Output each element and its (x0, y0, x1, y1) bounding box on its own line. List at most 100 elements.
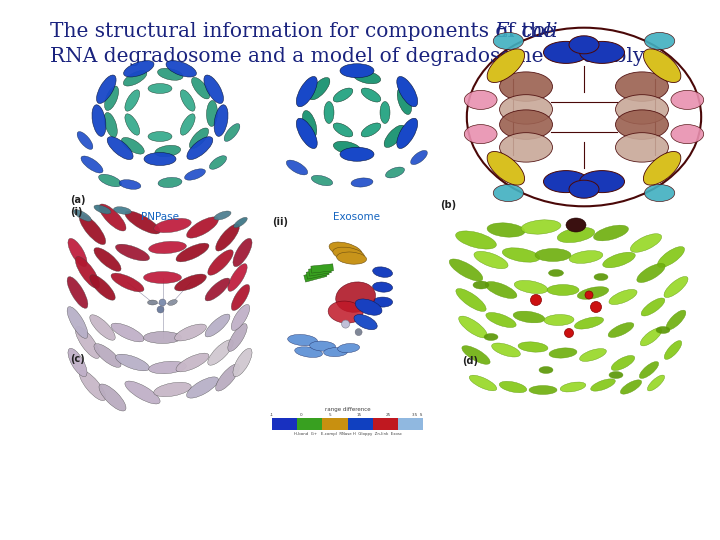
Ellipse shape (397, 77, 418, 107)
Ellipse shape (657, 247, 685, 267)
Ellipse shape (297, 118, 318, 149)
Ellipse shape (671, 125, 703, 144)
Ellipse shape (148, 132, 172, 141)
Ellipse shape (104, 86, 119, 111)
Ellipse shape (96, 75, 116, 104)
Ellipse shape (361, 88, 381, 102)
Circle shape (341, 320, 350, 328)
Circle shape (585, 291, 593, 299)
Ellipse shape (94, 343, 121, 367)
Ellipse shape (647, 375, 665, 391)
Ellipse shape (464, 90, 497, 110)
Ellipse shape (644, 32, 675, 50)
Ellipse shape (575, 317, 603, 329)
Ellipse shape (503, 248, 540, 262)
Ellipse shape (119, 180, 141, 190)
Ellipse shape (324, 102, 334, 124)
Ellipse shape (569, 251, 603, 264)
Ellipse shape (231, 285, 250, 310)
Ellipse shape (639, 362, 659, 379)
Ellipse shape (231, 305, 250, 330)
Ellipse shape (158, 68, 183, 80)
Bar (306, 268, 329, 279)
Ellipse shape (214, 105, 228, 137)
Ellipse shape (486, 313, 516, 328)
Ellipse shape (176, 243, 209, 262)
Ellipse shape (154, 218, 192, 233)
Ellipse shape (666, 310, 686, 330)
Ellipse shape (337, 252, 366, 264)
Ellipse shape (111, 323, 144, 342)
Ellipse shape (487, 152, 525, 185)
Ellipse shape (123, 70, 147, 86)
Ellipse shape (397, 87, 412, 114)
Ellipse shape (205, 314, 230, 337)
Ellipse shape (125, 90, 140, 111)
Ellipse shape (148, 241, 186, 254)
Ellipse shape (122, 138, 144, 154)
Ellipse shape (642, 298, 665, 316)
Ellipse shape (168, 300, 177, 306)
Ellipse shape (569, 180, 599, 198)
Ellipse shape (228, 323, 247, 352)
Ellipse shape (336, 282, 375, 312)
Ellipse shape (115, 354, 150, 371)
Ellipse shape (644, 185, 675, 201)
Ellipse shape (154, 382, 192, 397)
Ellipse shape (354, 314, 377, 330)
Ellipse shape (544, 42, 588, 63)
Ellipse shape (487, 49, 525, 83)
Ellipse shape (456, 288, 486, 312)
Ellipse shape (94, 248, 121, 272)
Ellipse shape (385, 167, 405, 178)
Ellipse shape (535, 248, 571, 261)
Ellipse shape (302, 111, 317, 137)
Ellipse shape (323, 348, 348, 356)
Bar (304, 269, 327, 282)
Ellipse shape (174, 324, 207, 341)
Ellipse shape (580, 42, 624, 63)
Ellipse shape (234, 217, 247, 228)
Ellipse shape (288, 334, 318, 346)
Ellipse shape (124, 60, 154, 77)
Ellipse shape (384, 125, 405, 147)
Ellipse shape (186, 377, 218, 398)
Ellipse shape (630, 234, 662, 252)
Ellipse shape (67, 276, 88, 308)
Ellipse shape (566, 218, 586, 232)
Ellipse shape (77, 132, 93, 150)
Ellipse shape (214, 211, 231, 220)
Ellipse shape (644, 152, 681, 185)
Bar (308, 266, 331, 276)
Ellipse shape (355, 299, 382, 315)
Text: (a): (a) (70, 195, 86, 205)
Bar (373, 418, 398, 430)
Ellipse shape (464, 125, 497, 144)
Ellipse shape (547, 285, 579, 295)
Ellipse shape (549, 348, 577, 358)
Ellipse shape (473, 281, 489, 289)
Ellipse shape (208, 340, 233, 365)
Ellipse shape (68, 238, 87, 267)
Ellipse shape (114, 207, 131, 214)
Circle shape (564, 328, 574, 338)
Ellipse shape (544, 314, 574, 326)
Ellipse shape (125, 211, 160, 234)
Text: H-bond  G+   E-compl  RNase H  Gloppy  Zn-link  Exosc: H-bond G+ E-compl RNase H Gloppy Zn-link… (294, 432, 402, 436)
Ellipse shape (187, 137, 213, 159)
Ellipse shape (500, 133, 552, 162)
Ellipse shape (616, 72, 668, 102)
Ellipse shape (184, 169, 205, 180)
Text: range difference: range difference (325, 407, 370, 412)
Ellipse shape (499, 381, 527, 393)
Ellipse shape (485, 281, 517, 299)
Ellipse shape (361, 123, 381, 137)
Ellipse shape (557, 227, 595, 242)
Ellipse shape (207, 100, 217, 126)
Ellipse shape (594, 273, 608, 280)
Ellipse shape (621, 380, 642, 394)
Ellipse shape (484, 334, 498, 341)
Ellipse shape (143, 332, 181, 343)
Circle shape (159, 299, 166, 306)
Ellipse shape (410, 151, 428, 165)
